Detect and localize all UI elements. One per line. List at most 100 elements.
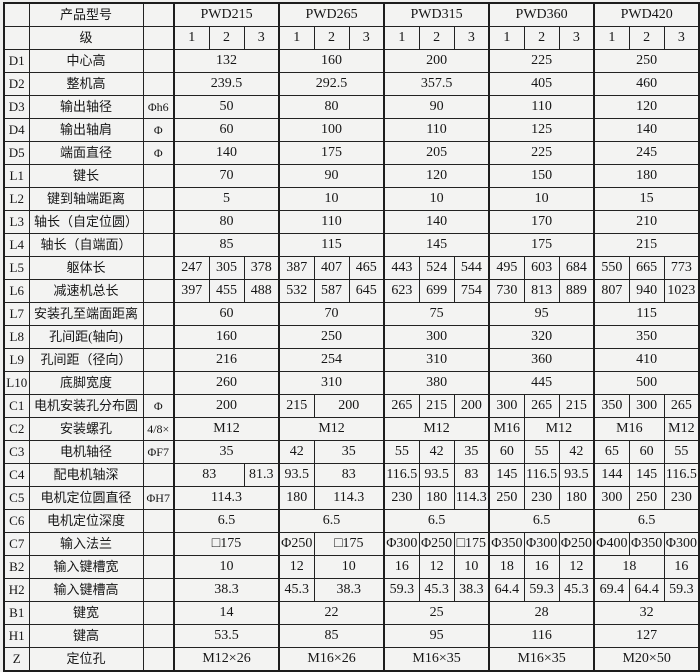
value-cell: 65 [593,440,630,464]
corner-blank-cell [3,26,30,50]
value-cell: 465 [348,256,385,280]
row-unit [142,233,175,257]
value-cell: 114.3 [313,486,385,510]
row-unit: ΦF7 [142,440,175,464]
stage-number-cell: 1 [383,26,420,50]
value-cell: 70 [278,302,385,326]
value-cell: 215 [558,394,595,418]
value-cell: 6.5 [488,509,595,533]
row-unit: Φ [142,394,175,418]
value-cell: M16×26 [278,647,385,672]
value-cell: 12 [418,555,455,579]
row-unit [142,325,175,349]
value-cell: 60 [172,302,280,326]
value-cell: 175 [488,233,595,257]
value-cell: 64.4 [488,578,525,602]
value-cell: 127 [593,624,700,648]
value-cell: 360 [488,348,595,372]
spec-row-l9: L9 孔间距（径向） 216 254 310 360 410 [3,348,700,372]
value-cell: 320 [488,325,595,349]
row-unit [142,348,175,372]
value-cell: 250 [488,486,525,510]
value-cell: 699 [418,279,455,303]
value-cell: Φ350 [488,532,525,556]
value-cell: Φ250 [278,532,315,556]
row-unit [142,371,175,395]
value-cell: 90 [278,164,385,188]
value-cell: 116.5 [523,463,560,487]
value-cell: 200 [172,394,280,418]
value-cell: 180 [418,486,455,510]
row-label: 输出轴肩 [28,118,144,142]
row-label: 输入键槽高 [28,578,144,602]
spec-row-h1: H1 键高 53.5 85 95 116 127 [3,624,700,648]
value-cell: 83 [313,463,385,487]
value-cell: 10 [488,187,595,211]
row-label: 孔间距(轴向) [28,325,144,349]
row-code: L7 [3,302,30,326]
row-code: B1 [3,601,30,625]
spec-row-c3: C3 电机轴径 ΦF7 35 42 35 55 42 35 60 55 42 65 60 55 [3,440,700,464]
value-cell: 260 [172,371,280,395]
value-cell: 684 [558,256,595,280]
spec-row-c2: C2 安装螺孔 4/8× M12 M12 M12 M16 M12 M16 M12 [3,417,700,441]
spec-row-l7: L7 安装孔至端面距离 60 70 75 95 115 [3,302,700,326]
row-code: H1 [3,624,30,648]
value-cell: Φ300 [523,532,560,556]
value-cell: 940 [628,279,665,303]
value-cell: 210 [593,210,700,234]
row-label: 躯体长 [28,256,144,280]
value-cell: 59.3 [663,578,700,602]
value-cell: 140 [593,118,700,142]
row-label: 电机安装孔分布圆 [28,394,144,418]
value-cell: M12 [383,417,490,441]
value-cell: 645 [348,279,385,303]
row-unit [142,187,175,211]
value-cell: 100 [278,118,385,142]
value-cell: 460 [593,72,700,96]
value-cell: 10 [278,187,385,211]
value-cell: 120 [383,164,490,188]
value-cell: □175 [453,532,490,556]
row-label: 输入键槽宽 [28,555,144,579]
value-cell: 60 [172,118,280,142]
value-cell: 265 [663,394,700,418]
spec-row-l1: L1 键长 70 90 120 150 180 [3,164,700,188]
value-cell: 116.5 [663,463,700,487]
row-label: 键高 [28,624,144,648]
value-cell: 603 [523,256,560,280]
value-cell: 10 [453,555,490,579]
value-cell: 45.3 [418,578,455,602]
value-cell: 75 [383,302,490,326]
value-cell: 230 [663,486,700,510]
spec-row-d5: D5 端面直径 Φ 140 175 205 225 245 [3,141,700,165]
value-cell: 544 [453,256,490,280]
value-cell: 140 [172,141,280,165]
value-cell: 292.5 [278,72,385,96]
row-label: 电机轴径 [28,440,144,464]
value-cell: 116 [488,624,595,648]
row-label: 输出轴径 [28,95,144,119]
stage-number-cell: 2 [313,26,350,50]
spec-row-l4: L4 轴长（自端面） 85 115 145 175 215 [3,233,700,257]
row-code: D4 [3,118,30,142]
row-label: 键宽 [28,601,144,625]
value-cell: 32 [593,601,700,625]
value-cell: 81.3 [243,463,280,487]
row-code: Z [3,647,30,672]
value-cell: 378 [243,256,280,280]
row-label: 键到轴端距离 [28,187,144,211]
value-cell: 95 [383,624,490,648]
value-cell: 524 [418,256,455,280]
value-cell: 407 [313,256,350,280]
spec-row-l5: L5 躯体长 247 305 378 387 407 465 443 524 544 495 603 68… [3,256,700,280]
value-cell: 6.5 [172,509,280,533]
value-cell: 300 [383,325,490,349]
row-label: 端面直径 [28,141,144,165]
value-cell: 18 [488,555,525,579]
product-model-header-label: 产品型号 [28,2,144,27]
value-cell: M16×35 [383,647,490,672]
value-cell: 93.5 [418,463,455,487]
